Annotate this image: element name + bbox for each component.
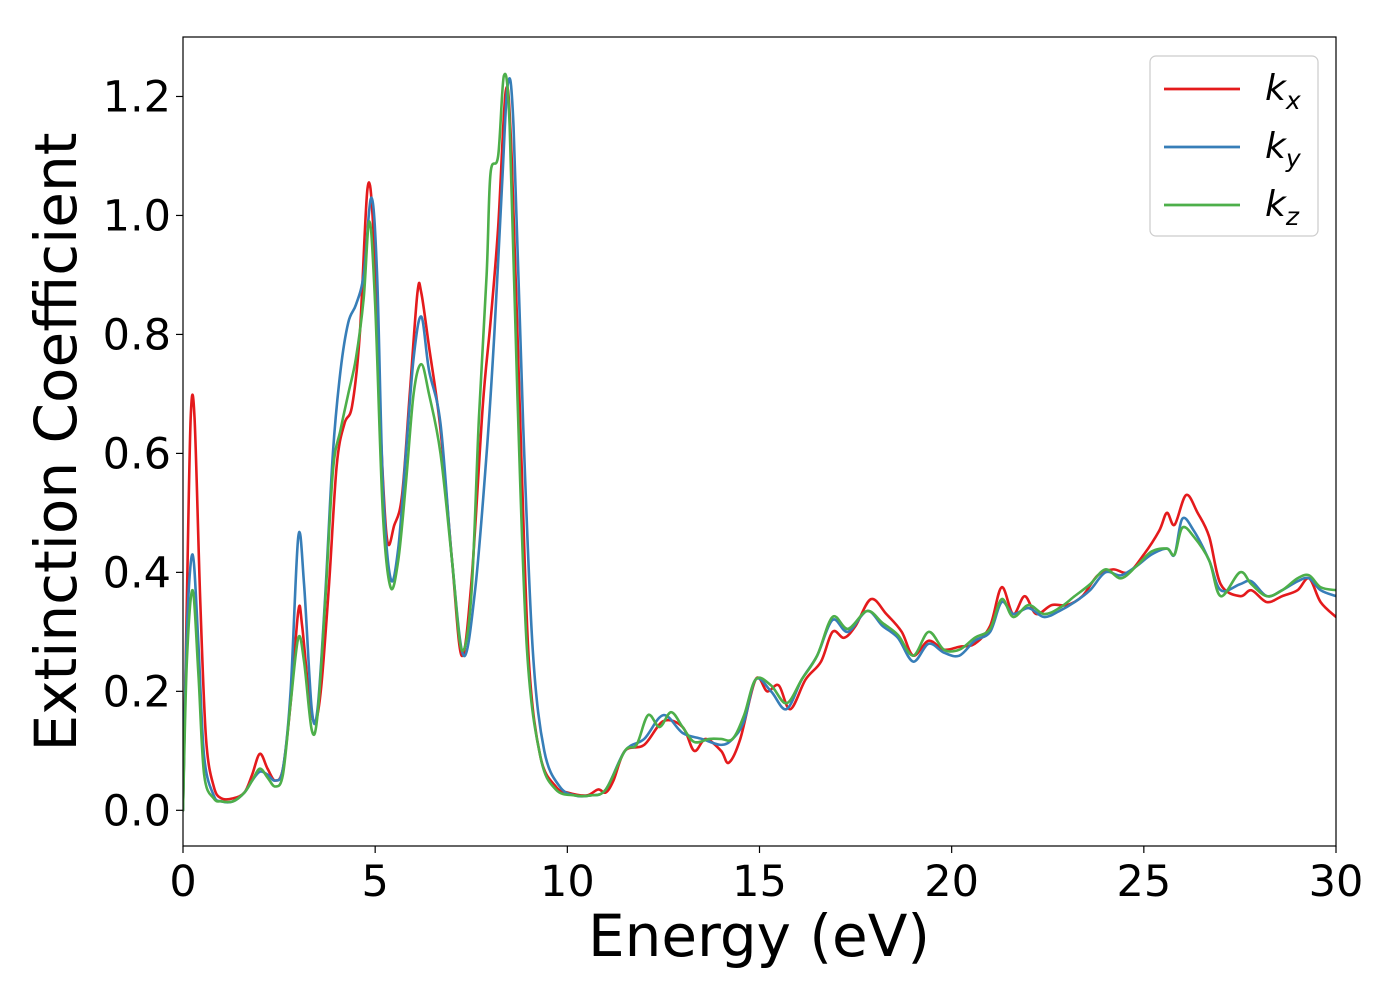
x-tick-label: 25 [1116, 857, 1171, 907]
y-axis: 0.0 0.2 0.4 0.6 0.8 1.0 1.2 [103, 72, 183, 836]
y-tick-label: 0.0 [103, 786, 171, 836]
y-tick-label: 1.0 [103, 191, 171, 241]
x-axis: 0 5 10 15 20 25 30 [169, 846, 1363, 907]
y-tick-label: 1.2 [103, 72, 171, 122]
x-axis-title: Energy (eV) [588, 902, 930, 970]
legend-label-k-x: kx [1265, 68, 1301, 115]
legend-label-k-y: ky [1265, 126, 1302, 173]
series-line-k-y [183, 77, 1336, 812]
y-axis-title: Extinction Coefficient [22, 133, 90, 752]
x-tick-label: 5 [361, 857, 388, 907]
legend-label-main: k [1265, 68, 1288, 109]
legend-label-main: k [1265, 126, 1288, 167]
x-tick-label: 30 [1309, 857, 1364, 907]
y-tick-label: 0.2 [103, 667, 171, 717]
legend-label-sub: y [1285, 144, 1302, 173]
y-tick-label: 0.8 [103, 310, 171, 360]
legend-label-sub: z [1285, 202, 1300, 231]
legend-label-sub: x [1285, 86, 1301, 115]
x-tick-label: 10 [540, 857, 595, 907]
x-tick-label: 15 [732, 857, 787, 907]
legend-label-k-z: kz [1265, 184, 1300, 231]
y-tick-label: 0.4 [103, 548, 171, 598]
x-tick-label: 20 [924, 857, 979, 907]
legend-label-main: k [1265, 184, 1288, 225]
series-layer [183, 72, 1336, 812]
series-line-k-z [183, 72, 1336, 812]
y-tick-label: 0.6 [103, 429, 171, 479]
x-tick-label: 0 [169, 857, 196, 907]
